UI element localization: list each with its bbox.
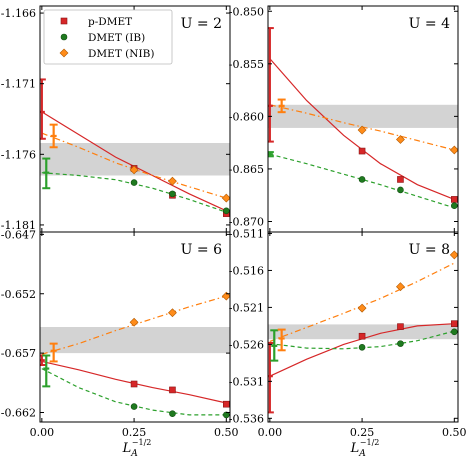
x-tick-label: 0.50 <box>442 426 467 439</box>
x-axis-titles: LA−1/2 LA−1/2 <box>122 438 380 459</box>
x-axis-title-subscript: A <box>130 449 138 459</box>
reference-band <box>268 324 458 340</box>
y-tick-label: -0.870 <box>229 215 264 228</box>
legend-label-nib: DMET (NIB) <box>88 48 154 60</box>
y-tick-label: -0.521 <box>229 301 264 314</box>
y-tick-label: -0.511 <box>229 227 264 240</box>
data-point-ib <box>223 207 230 215</box>
data-point-ib <box>451 328 458 336</box>
x-tick-label: 0.00 <box>30 426 55 439</box>
x-axis-title-1: LA −1/2 <box>122 438 152 459</box>
data-point-ib <box>358 176 366 183</box>
legend-label-p: p-DMET <box>88 16 132 28</box>
x-tick-label: 0.50 <box>214 426 239 439</box>
legend: p-DMET DMET (IB) DMET (NIB) <box>43 9 173 65</box>
data-point-nib <box>449 250 458 260</box>
u-label: U = 8 <box>409 242 450 258</box>
axes-frame <box>39 231 231 423</box>
data-point-ib <box>397 186 404 194</box>
data-point-ib <box>451 202 458 210</box>
data-point-ib <box>169 410 176 417</box>
data-point-ib <box>358 344 366 351</box>
y-tick-label: -0.516 <box>229 264 264 277</box>
x-tick-label: 0.00 <box>258 426 283 439</box>
y-tick-label: -0.860 <box>229 110 264 123</box>
reference-band <box>40 327 230 354</box>
y-tick-label: -1.166 <box>1 7 36 20</box>
data-point-nib <box>129 317 139 327</box>
data-point-ib <box>169 190 176 198</box>
x-tick-label: 0.25 <box>350 426 375 439</box>
data-point-ib <box>397 340 404 347</box>
data-point-nib <box>129 165 139 175</box>
panel-1: -1.166 -1.171 -1.176 -1.181 U = 2 <box>1 5 231 233</box>
data-point-nib <box>221 193 230 203</box>
panel-3: -0.647 -0.652 -0.657 -0.662 0.00 0.25 0.50 U = … <box>1 228 239 439</box>
x-axis-title-superscript: −1/2 <box>360 438 380 447</box>
data-point-p-dmet <box>169 386 176 394</box>
y-tick-label: -0.850 <box>229 5 264 18</box>
panel-2: -0.850 -0.855 -0.860 -0.865 -0.870 U = 4 <box>229 5 459 233</box>
panel-4: -0.511 -0.516 -0.521 -0.526 -0.531 -0.5360.00… <box>229 227 467 439</box>
data-point-ib <box>223 411 230 419</box>
y-tick-label: -1.181 <box>1 219 36 232</box>
plot-area <box>40 291 230 419</box>
data-point-nib <box>168 308 177 318</box>
data-point-p-dmet <box>397 176 404 183</box>
u-label: U = 2 <box>181 16 222 32</box>
u-label: U = 4 <box>409 16 450 32</box>
data-point-p-dmet <box>358 147 366 155</box>
u-label: U = 6 <box>181 242 222 258</box>
y-tick-label: -0.855 <box>229 58 264 71</box>
data-point-nib <box>168 176 177 186</box>
legend-label-ib: DMET (IB) <box>88 32 145 44</box>
legend-marker-p-dmet <box>60 17 68 25</box>
data-point-nib <box>357 303 367 313</box>
x-axis-title-main: L <box>122 441 132 456</box>
data-point-p-dmet <box>130 380 138 388</box>
y-tick-label: -0.657 <box>1 347 36 360</box>
y-tick-label: -0.531 <box>229 375 264 388</box>
data-point-nib <box>396 135 405 144</box>
fit-line-ib <box>269 153 455 209</box>
data-point-nib <box>357 125 367 135</box>
y-tick-label: -0.526 <box>229 338 264 351</box>
data-point-p-dmet <box>223 400 230 408</box>
legend-marker-ib <box>60 33 68 41</box>
data-point-nib <box>396 282 405 292</box>
plot-area <box>268 250 458 414</box>
plot-area <box>268 27 458 210</box>
x-axis-title-main: L <box>350 441 360 456</box>
data-point-ib <box>130 403 138 410</box>
data-point-p-dmet <box>397 323 404 330</box>
data-point-p-dmet <box>451 320 458 327</box>
y-tick-label: -0.647 <box>1 228 36 241</box>
reference-band <box>268 104 458 128</box>
fit-line-ib <box>41 172 227 213</box>
x-axis-title-2: LA −1/2 <box>350 438 380 459</box>
y-tick-label: -0.536 <box>229 412 264 425</box>
legend-marker-nib <box>59 48 69 58</box>
axes-frame <box>267 231 459 423</box>
data-point-p-dmet <box>451 196 458 203</box>
x-tick-label: 0.25 <box>122 426 147 439</box>
y-tick-label: -0.652 <box>1 288 36 301</box>
data-point-nib <box>449 145 458 155</box>
plot-area <box>40 78 230 217</box>
y-tick-label: -0.662 <box>1 407 36 420</box>
legend-box <box>43 9 173 65</box>
data-point-p-dmet <box>358 332 366 340</box>
y-tick-label: -1.176 <box>1 148 36 161</box>
y-tick-label: -1.171 <box>1 78 36 91</box>
y-tick-label: -0.865 <box>229 163 264 176</box>
x-axis-title-subscript: A <box>358 449 366 459</box>
x-axis-title-superscript: −1/2 <box>132 438 152 447</box>
data-point-ib <box>130 179 138 186</box>
